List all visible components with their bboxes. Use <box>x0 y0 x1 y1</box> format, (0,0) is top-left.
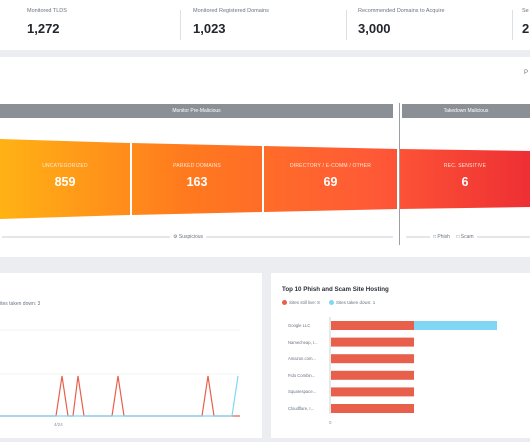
bar-live[interactable] <box>331 387 414 397</box>
scam-label: Scam <box>460 234 474 240</box>
phish-icon: □ <box>433 234 437 240</box>
divider <box>512 10 513 40</box>
header-partial-text: P <box>523 70 528 76</box>
stat-partial: Se 2 <box>522 8 529 36</box>
stat-value: 1,023 <box>193 21 226 36</box>
x-tick-label: 4/24 <box>54 422 63 427</box>
hosting-card: Top 10 Phish and Scam Site Hosting Sites… <box>271 273 530 438</box>
funnel-stage-directory <box>264 146 397 212</box>
series-live-line <box>0 375 240 417</box>
scam-icon: □ <box>456 234 460 240</box>
bar-category-label: Namecheap, I... <box>288 339 318 345</box>
stat-monitored-tlds: Monitored TLDS 1,272 <box>27 8 67 36</box>
stats-strip: Monitored TLDS 1,272 Monitored Registere… <box>0 0 530 50</box>
stat-value: 3,000 <box>358 21 391 36</box>
suspicious-icon: ⚙ <box>173 234 178 240</box>
bar-category-label: Cloudflare, I... <box>288 406 315 411</box>
phase-monitor-pre-malicious: Monitor Pre-Malicious <box>0 104 393 118</box>
legend-takendown-swatch <box>329 300 334 306</box>
stat-value: 2 <box>522 21 530 36</box>
stat-value: 1,272 <box>27 21 60 36</box>
bar-takendown[interactable] <box>414 321 497 330</box>
bar-live[interactable] <box>331 337 414 347</box>
stage-value-uncategorized: 859 <box>54 175 76 189</box>
x-tick-label: 0 <box>329 420 332 425</box>
bar-live[interactable] <box>331 404 414 413</box>
legend-live-label: Sites still live: 8 <box>289 300 320 305</box>
hosting-title: Top 10 Phish and Scam Site Hosting <box>282 286 389 293</box>
legend-live[interactable]: Sites still live: 8 <box>282 300 320 306</box>
stage-value-parked: 163 <box>186 175 208 189</box>
stat-label: Se <box>522 8 529 14</box>
bar-live[interactable] <box>331 370 414 380</box>
legend-takendown[interactable]: Sites taken down: 1 <box>329 300 376 306</box>
bar-live[interactable] <box>331 354 414 364</box>
legend-takendown-label: Sites taken down: 1 <box>336 300 376 305</box>
bar-category-label: Google LLC <box>288 323 311 328</box>
phase-takedown-malicious: Takedown Malicious <box>402 104 530 118</box>
phish-scam-legend: □ Phish □ Scam <box>430 234 477 240</box>
stat-label: Monitored Registered Domains <box>193 8 269 14</box>
divider <box>180 10 181 40</box>
phish-label: Phish <box>437 234 450 240</box>
divider <box>346 10 347 40</box>
bar-live[interactable] <box>331 321 414 330</box>
stage-label-directory: DIRECTORY / E-COMM / OTHER <box>289 163 372 169</box>
hosting-bar-chart: 0 <box>329 317 497 425</box>
stage-value-directory: 69 <box>323 175 338 189</box>
funnel-stage-uncategorized <box>0 139 130 219</box>
stage-value-sensitive: 6 <box>461 175 469 189</box>
stage-label-uncategorized: UNCATEGORIZED <box>42 163 88 169</box>
funnel-stage-sensitive <box>400 149 530 209</box>
stage-label-sensitive: REC. SENSITIVE <box>443 163 487 169</box>
funnel-graphic <box>0 103 530 245</box>
stat-registered-domains: Monitored Registered Domains 1,023 <box>193 8 269 36</box>
stat-domains-to-acquire: Recommended Domains to Acquire 3,000 <box>358 8 445 36</box>
legend-live-swatch <box>282 300 287 306</box>
detection-funnel-card: P Monitor Pre-Malicious Takedown Malicio… <box>0 57 530 257</box>
funnel-stage-parked <box>132 143 262 215</box>
stat-label: Recommended Domains to Acquire <box>358 8 445 14</box>
timeline-chart: 4/24 <box>0 329 240 427</box>
takedown-timeline-card: ites taken down: 3 4/24 <box>0 273 262 438</box>
series-takedown-line <box>0 375 239 417</box>
bar-category-label: Squarespace... <box>288 389 317 395</box>
stage-label-parked: PARKED DOMAINS <box>173 163 221 169</box>
suspicious-legend: ⚙ Suspicious <box>170 234 207 240</box>
bar-category-label: Amazon.com... <box>288 356 316 362</box>
bar-category-label: Fido Combin... <box>288 372 316 378</box>
line-legend: ites taken down: 3 <box>0 301 41 307</box>
suspicious-label: Suspicious <box>178 234 204 240</box>
stat-label: Monitored TLDS <box>27 8 67 14</box>
